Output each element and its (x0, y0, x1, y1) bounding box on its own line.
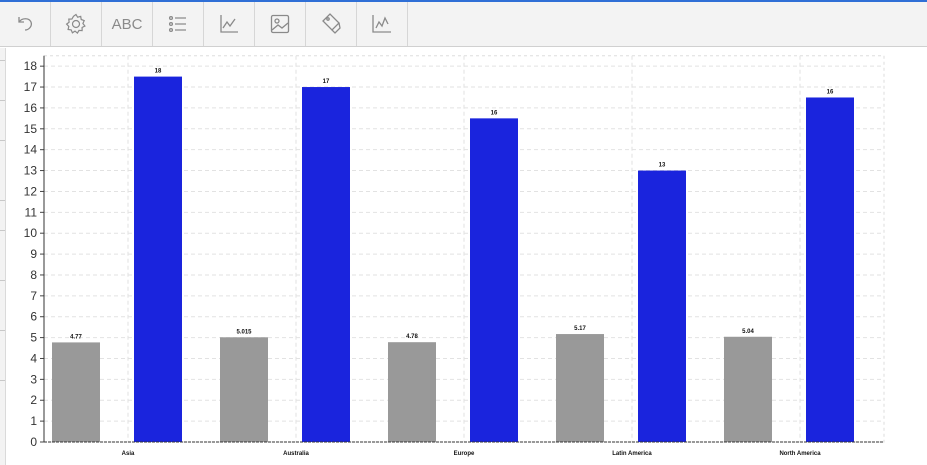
bar-blue (806, 97, 854, 443)
settings-button[interactable] (51, 2, 102, 46)
y-tick-label: 6 (30, 310, 37, 324)
data-label: 16 (827, 89, 834, 95)
abc-icon: ABC (111, 15, 143, 33)
window-top-accent (0, 0, 927, 2)
gear-icon (65, 13, 86, 35)
line-chart-button[interactable] (357, 2, 408, 46)
data-label: 13 (659, 163, 666, 169)
x-tick-label: Asia (122, 451, 135, 457)
y-tick-label: 4 (30, 351, 37, 365)
x-tick-label: Europe (454, 451, 475, 457)
y-tick-label: 1 (30, 414, 37, 428)
undo-button[interactable] (0, 2, 51, 46)
y-tick-label: 16 (24, 101, 38, 115)
y-tick-label: 2 (30, 393, 37, 407)
y-tick-label: 7 (30, 289, 37, 303)
bar-blue (302, 87, 350, 442)
y-tick-label: 10 (24, 226, 38, 240)
x-tick-label: Latin America (612, 451, 652, 457)
undo-icon (18, 17, 32, 31)
data-label: 4.77 (70, 334, 82, 340)
list-button[interactable] (153, 2, 204, 46)
data-label: 5.17 (574, 326, 586, 332)
axis-button[interactable] (204, 2, 255, 46)
bar-gray (220, 337, 268, 442)
y-tick-label: 18 (24, 59, 38, 73)
bar-blue (470, 118, 518, 443)
x-tick-label: Australia (283, 451, 309, 457)
y-tick-label: 5 (30, 331, 37, 345)
tag-button[interactable] (306, 2, 357, 46)
axis-chart-icon (220, 15, 238, 33)
y-tick-label: 9 (30, 247, 37, 261)
data-label: 17 (323, 79, 330, 85)
bar-gray (52, 342, 100, 442)
y-tick-label: 13 (24, 164, 38, 178)
y-tick-label: 14 (24, 143, 38, 157)
left-panel-strip (0, 48, 6, 465)
data-label: 18 (155, 69, 162, 75)
bar-gray (388, 342, 436, 442)
y-tick-label: 15 (24, 122, 38, 136)
bar-blue (638, 170, 686, 442)
data-label: 16 (491, 110, 498, 116)
y-tick-label: 17 (24, 80, 38, 94)
toolbar: ABC (0, 2, 927, 47)
data-label: 5.04 (742, 329, 754, 335)
bar-blue (134, 76, 182, 442)
y-tick-label: 11 (25, 205, 38, 219)
bar-chart: 01234567891011121314151617184.7718Asia5.… (24, 55, 885, 457)
y-tick-label: 12 (24, 184, 38, 198)
text-button[interactable]: ABC (102, 2, 153, 46)
bar-gray (724, 336, 772, 442)
data-label: 5.015 (236, 329, 252, 335)
y-tick-label: 8 (30, 268, 37, 282)
list-icon (168, 15, 186, 33)
x-tick-label: North America (779, 451, 821, 457)
line-chart-icon (372, 15, 391, 33)
y-tick-label: 0 (30, 435, 37, 449)
tag-icon (322, 13, 341, 34)
y-tick-label: 3 (30, 372, 37, 386)
image-button[interactable] (255, 2, 306, 46)
data-label: 4.78 (406, 334, 418, 340)
image-icon (270, 14, 290, 34)
bar-gray (556, 334, 604, 442)
